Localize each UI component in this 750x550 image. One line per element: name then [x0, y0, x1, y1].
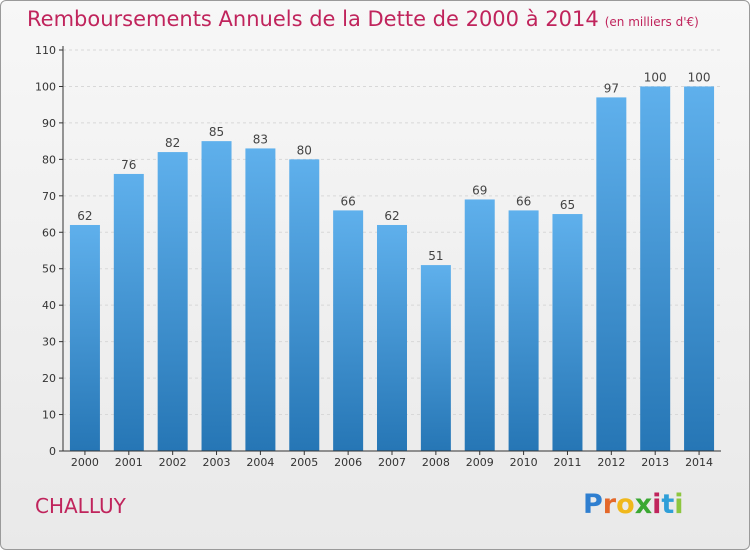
bar	[289, 159, 320, 451]
bar	[640, 86, 671, 452]
logo-letter: P	[583, 489, 603, 520]
bar	[464, 199, 495, 451]
bar	[113, 173, 144, 452]
x-tick-label: 2013	[641, 456, 669, 469]
x-tick-label: 2006	[334, 456, 362, 469]
y-tick-label: 50	[42, 263, 56, 276]
bar	[157, 152, 188, 451]
data-label: 83	[253, 132, 268, 146]
data-label: 85	[209, 125, 224, 139]
logo-letter: i	[652, 489, 662, 520]
data-label: 97	[604, 81, 619, 95]
bars	[69, 86, 715, 452]
bar	[552, 214, 583, 451]
axes: 0 10 20 30 40 50 60 70 80 90 100 110 2000 2001 2002 200…	[35, 44, 721, 469]
y-tick-label: 70	[42, 190, 56, 203]
bar	[69, 224, 100, 451]
bar	[377, 224, 407, 451]
x-tick-label: 2001	[115, 456, 143, 469]
chart-title: Remboursements Annuels de la Dette de 20…	[27, 7, 699, 31]
data-label: 66	[516, 194, 531, 208]
y-tick-label: 20	[42, 372, 56, 385]
proxiti-logo: Proxiti	[583, 489, 684, 520]
x-tick-label: 2009	[466, 456, 494, 469]
y-tick-label: 90	[42, 117, 56, 130]
x-tick-label: 2008	[422, 456, 450, 469]
x-tick-label: 2004	[246, 456, 274, 469]
y-tick-label: 30	[42, 336, 56, 349]
labels: 62 76 82 85 83 80 66 62 51 69 66 65 97 100 100	[77, 70, 710, 263]
logo-letter: o	[616, 489, 635, 520]
x-tick-label: 2012	[597, 456, 625, 469]
data-label: 100	[644, 70, 667, 84]
data-label: 80	[297, 143, 312, 157]
y-tick-label: 0	[49, 445, 56, 458]
y-tick-label: 60	[42, 226, 56, 239]
data-label: 62	[384, 209, 399, 223]
bar	[508, 210, 539, 451]
logo-letter: t	[661, 489, 675, 520]
x-tick-label: 2014	[685, 456, 713, 469]
y-tick-label: 10	[42, 409, 56, 422]
logo-letter: i	[674, 489, 684, 520]
y-tick-label: 100	[35, 80, 56, 93]
data-label: 100	[688, 70, 711, 84]
data-label: 82	[165, 136, 180, 150]
bar	[201, 141, 232, 452]
chart-subtitle: (en milliers d'€)	[604, 15, 699, 29]
logo-letter: r	[602, 489, 617, 520]
x-tick-label: 2010	[510, 456, 538, 469]
x-tick-label: 2007	[378, 456, 406, 469]
bar	[333, 210, 364, 451]
bar	[596, 97, 627, 452]
chart-title-text: Remboursements Annuels de la Dette de 20…	[27, 7, 599, 31]
bar	[420, 265, 451, 451]
x-tick-label: 2005	[290, 456, 318, 469]
data-label: 65	[560, 198, 575, 212]
bar	[684, 86, 715, 452]
logo-letter: x	[634, 489, 653, 520]
data-label: 66	[340, 194, 355, 208]
data-label: 76	[121, 158, 136, 172]
x-tick-label: 2003	[203, 456, 231, 469]
bar	[245, 148, 276, 451]
y-tick-label: 80	[42, 153, 56, 166]
x-tick-label: 2011	[553, 456, 581, 469]
x-tick-label: 2000	[71, 456, 99, 469]
data-label: 62	[77, 209, 92, 223]
y-tick-label: 40	[42, 299, 56, 312]
y-tick-label: 110	[35, 44, 56, 57]
x-tick-label: 2002	[159, 456, 187, 469]
data-label: 51	[428, 249, 443, 263]
data-label: 69	[472, 183, 487, 197]
commune-name: CHALLUY	[35, 494, 126, 518]
